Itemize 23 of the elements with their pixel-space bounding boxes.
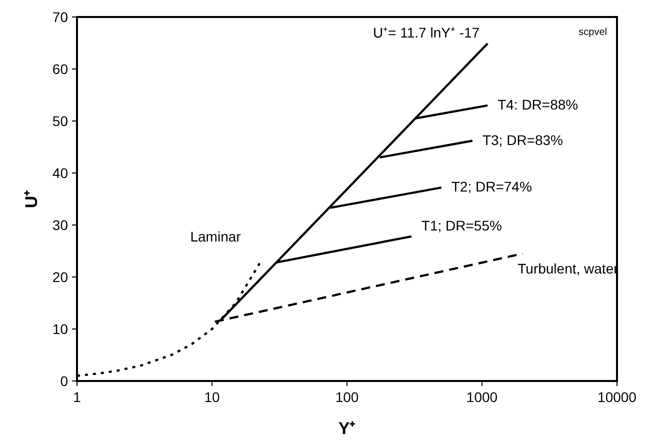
series-label: T1; DR=55% [421, 217, 502, 234]
series-label: T2; DR=74% [451, 178, 532, 195]
series-label: U⁺= 11.7 lnY⁺ -17 [372, 24, 480, 41]
series-label: T3; DR=83% [482, 132, 564, 148]
series-label: Laminar [190, 228, 242, 244]
y-tick-label: 0 [60, 373, 68, 389]
series-label: T4: DR=88% [498, 96, 578, 112]
x-tick-label: 10 [204, 389, 220, 405]
y-tick-label: 60 [52, 61, 68, 77]
x-axis-title: Y⁺ [338, 419, 356, 438]
y-tick-label: 70 [52, 9, 68, 25]
y-tick-label: 50 [52, 113, 68, 129]
y-tick-label: 20 [52, 269, 68, 285]
x-tick-label: 10000 [598, 389, 637, 405]
x-tick-label: 1000 [466, 389, 498, 405]
y-tick-label: 10 [52, 321, 68, 337]
y-axis-title: U⁺ [22, 190, 41, 208]
series-label: Turbulent, water [518, 260, 619, 277]
y-tick-label: 40 [52, 165, 68, 181]
annotation: scpvel [578, 27, 607, 38]
x-tick-label: 1 [73, 389, 82, 405]
y-tick-label: 30 [52, 217, 68, 233]
x-tick-label: 100 [335, 389, 359, 405]
